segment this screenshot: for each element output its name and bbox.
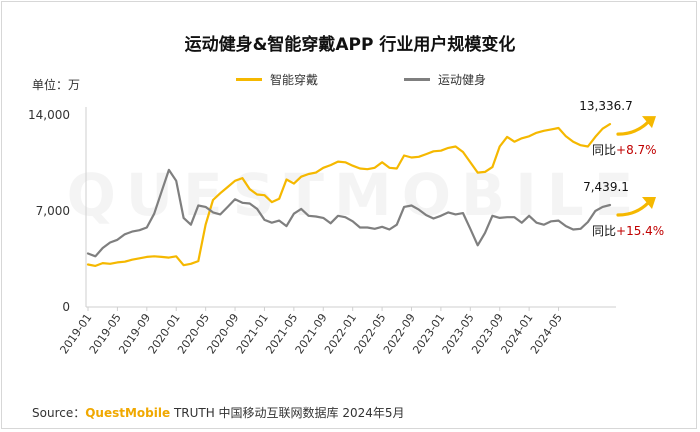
- growth-value: +8.7%: [616, 143, 657, 157]
- growth-value: +15.4%: [616, 224, 664, 238]
- growth-arrow-smart-wear: [616, 120, 650, 136]
- growth-arrow-sports-fitness: [616, 201, 650, 217]
- watermark-text: QUESTMOBILE: [67, 161, 644, 229]
- end-value-label-sports-fitness: 7,439.1: [583, 180, 629, 194]
- legend-swatch-smart-wear: [236, 78, 262, 81]
- legend-swatch-sports-fitness: [404, 78, 430, 81]
- source-note: Source：QuestMobile TRUTH 中国移动互联网数据库 2024…: [32, 404, 405, 421]
- legend-item-smart-wear: 智能穿戴: [236, 71, 318, 88]
- series-line-smart-wear: [86, 122, 612, 267]
- source-prefix: Source：: [32, 406, 86, 420]
- growth-prefix: 同比: [592, 143, 616, 157]
- source-suffix: TRUTH 中国移动互联网数据库 2024年5月: [170, 406, 405, 420]
- growth-arrow-head-sports-fitness: [642, 196, 656, 209]
- growth-arrow-head-smart-wear: [642, 116, 656, 129]
- y-tick-label: 0: [62, 300, 70, 314]
- chart-title: 运动健身&智能穿戴APP 行业用户规模变化: [184, 35, 516, 55]
- growth-label-sports-fitness: 同比+15.4%: [592, 224, 664, 238]
- source-brand: QuestMobile: [85, 406, 171, 420]
- end-value-label-smart-wear: 13,336.7: [579, 99, 632, 113]
- growth-prefix: 同比: [592, 224, 616, 238]
- legend-label-smart-wear: 智能穿戴: [270, 73, 319, 87]
- unit-label: 单位：万: [32, 78, 81, 92]
- growth-label-smart-wear: 同比+8.7%: [592, 143, 657, 157]
- series-line-sports-fitness: [86, 168, 612, 258]
- y-tick-label: 7,000: [36, 204, 70, 218]
- legend-label-sports-fitness: 运动健身: [438, 73, 487, 87]
- y-tick-label: 14,000: [28, 108, 70, 122]
- legend-item-sports-fitness: 运动健身: [404, 71, 486, 88]
